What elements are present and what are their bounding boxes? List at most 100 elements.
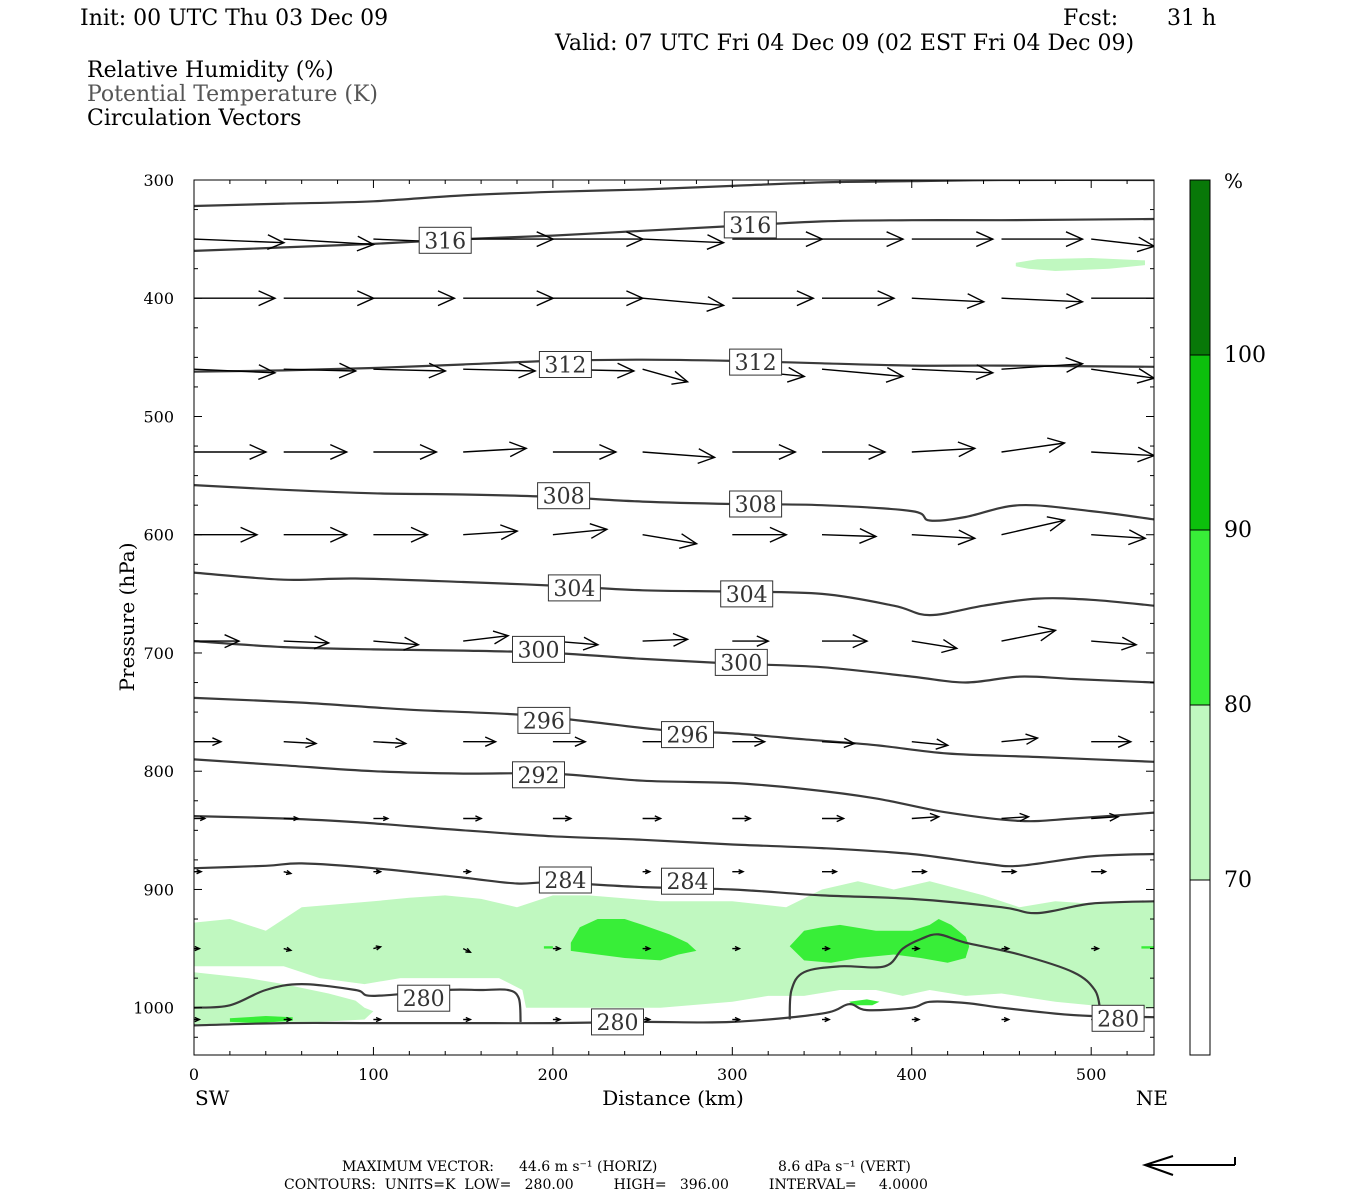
contour-label-box <box>512 761 565 789</box>
circulation-vector <box>1091 735 1133 748</box>
circulation-vector <box>1091 812 1120 822</box>
x-axis-left-direction: SW <box>195 1086 230 1110</box>
circulation-vector <box>462 947 472 953</box>
circulation-vector <box>732 869 745 875</box>
circulation-vector <box>642 448 717 465</box>
colorbar-level-label: 90 <box>1224 518 1252 543</box>
contour-label-box <box>538 351 592 378</box>
circulation-vector <box>642 815 663 822</box>
circulation-vector <box>373 737 408 749</box>
circulation-vector <box>552 945 562 952</box>
circulation-vector <box>194 634 241 649</box>
circulation-vector <box>373 945 383 951</box>
circulation-vector <box>1091 945 1101 952</box>
x-tick-label: 0 <box>189 1065 199 1084</box>
contour-label: 312 <box>544 354 586 379</box>
circulation-vector <box>283 235 376 252</box>
circulation-vector <box>911 812 941 822</box>
y-tick-label: 300 <box>143 171 174 190</box>
contour-label-box <box>591 1008 644 1036</box>
contour-label: 312 <box>735 351 777 376</box>
circulation-vector <box>1001 293 1085 310</box>
theta-contour-312 <box>194 358 1154 373</box>
circulation-vector <box>642 869 652 875</box>
contour-label-box <box>512 635 565 663</box>
contour-label: 316 <box>424 229 466 254</box>
circulation-vector <box>911 945 921 952</box>
circulation-vector <box>732 815 752 822</box>
circulation-vector <box>373 815 390 822</box>
circulation-vector <box>463 869 473 875</box>
circulation-vector <box>194 526 259 543</box>
circulation-vector <box>732 1016 742 1023</box>
circulation-vector <box>642 234 726 250</box>
circulation-vector <box>1091 636 1138 651</box>
circulation-vector <box>911 293 986 310</box>
circulation-vector <box>283 815 300 822</box>
contour-label-box <box>729 490 783 518</box>
circulation-vector <box>822 945 831 952</box>
circulation-vector <box>1091 368 1154 384</box>
circulation-vector <box>194 234 286 251</box>
y-tick-label: 600 <box>143 526 174 545</box>
circulation-vector <box>642 368 690 385</box>
theta-contour-284 <box>194 862 1154 915</box>
theta-contour-280 <box>194 982 522 1022</box>
circulation-vector <box>1001 1016 1011 1023</box>
circulation-vector <box>283 290 376 307</box>
circulation-vector <box>732 290 816 307</box>
y-tick-label: 500 <box>143 407 174 426</box>
contour-label: 300 <box>720 651 762 676</box>
circulation-vector <box>283 526 349 543</box>
contour-label-box <box>397 984 451 1012</box>
contour-label-box <box>547 574 601 602</box>
circulation-vector <box>732 945 742 952</box>
contour-label: 308 <box>735 493 777 518</box>
max-vector-label: MAXIMUM VECTOR: <box>342 1159 494 1175</box>
circulation-vector <box>283 737 318 749</box>
circulation-vector <box>194 1016 202 1023</box>
circulation-vector <box>194 815 207 822</box>
plot-frame <box>193 179 1155 1056</box>
contour-label-box <box>418 226 472 254</box>
contour-label: 296 <box>523 709 565 734</box>
circulation-vector <box>283 946 293 952</box>
valid-time: Valid: 07 UTC Fri 04 Dec 09 (02 EST Fri … <box>555 31 1135 56</box>
circulation-vector <box>822 443 887 460</box>
circulation-vector <box>642 296 726 312</box>
x-tick-label: 100 <box>358 1065 389 1084</box>
contour-label-box <box>661 867 714 895</box>
contour-label: 280 <box>1097 1007 1139 1032</box>
x-axis-title: Distance (km) <box>602 1086 744 1110</box>
circulation-vector <box>822 231 905 248</box>
contour-label: 296 <box>667 724 709 749</box>
circulation-vector <box>911 231 995 248</box>
circulation-vector <box>911 529 977 546</box>
circulation-vector <box>1001 437 1067 454</box>
contour-label-box <box>723 211 777 239</box>
contour-label: 292 <box>518 764 560 789</box>
theta-contour-292 <box>194 758 1154 823</box>
colorbar-level-label: 80 <box>1224 693 1252 718</box>
circulation-vector <box>373 362 448 379</box>
rh-80-region <box>570 919 697 961</box>
rh-80-region <box>849 999 880 1006</box>
circulation-vector <box>373 869 383 875</box>
contour-label-box <box>517 706 571 734</box>
relative-humidity-shading <box>194 258 1154 1026</box>
circulation-vector <box>1001 516 1067 536</box>
circulation-vector <box>911 738 950 750</box>
circulation-vector <box>552 523 609 539</box>
contour-label: 280 <box>597 1011 639 1036</box>
theta-contour-308 <box>194 484 1154 522</box>
contour-label: 308 <box>543 485 585 510</box>
circulation-vector <box>194 290 277 307</box>
circulation-vector <box>194 737 223 747</box>
y-axis-title: Pressure (hPa) <box>115 543 139 692</box>
circulation-vector <box>911 441 977 458</box>
colorbar-segment <box>1189 529 1211 706</box>
circulation-vector <box>1091 446 1154 463</box>
rh-80-region <box>789 919 970 963</box>
max-vector-vertical: 8.6 dPa s⁻¹ (VERT) <box>778 1159 911 1175</box>
